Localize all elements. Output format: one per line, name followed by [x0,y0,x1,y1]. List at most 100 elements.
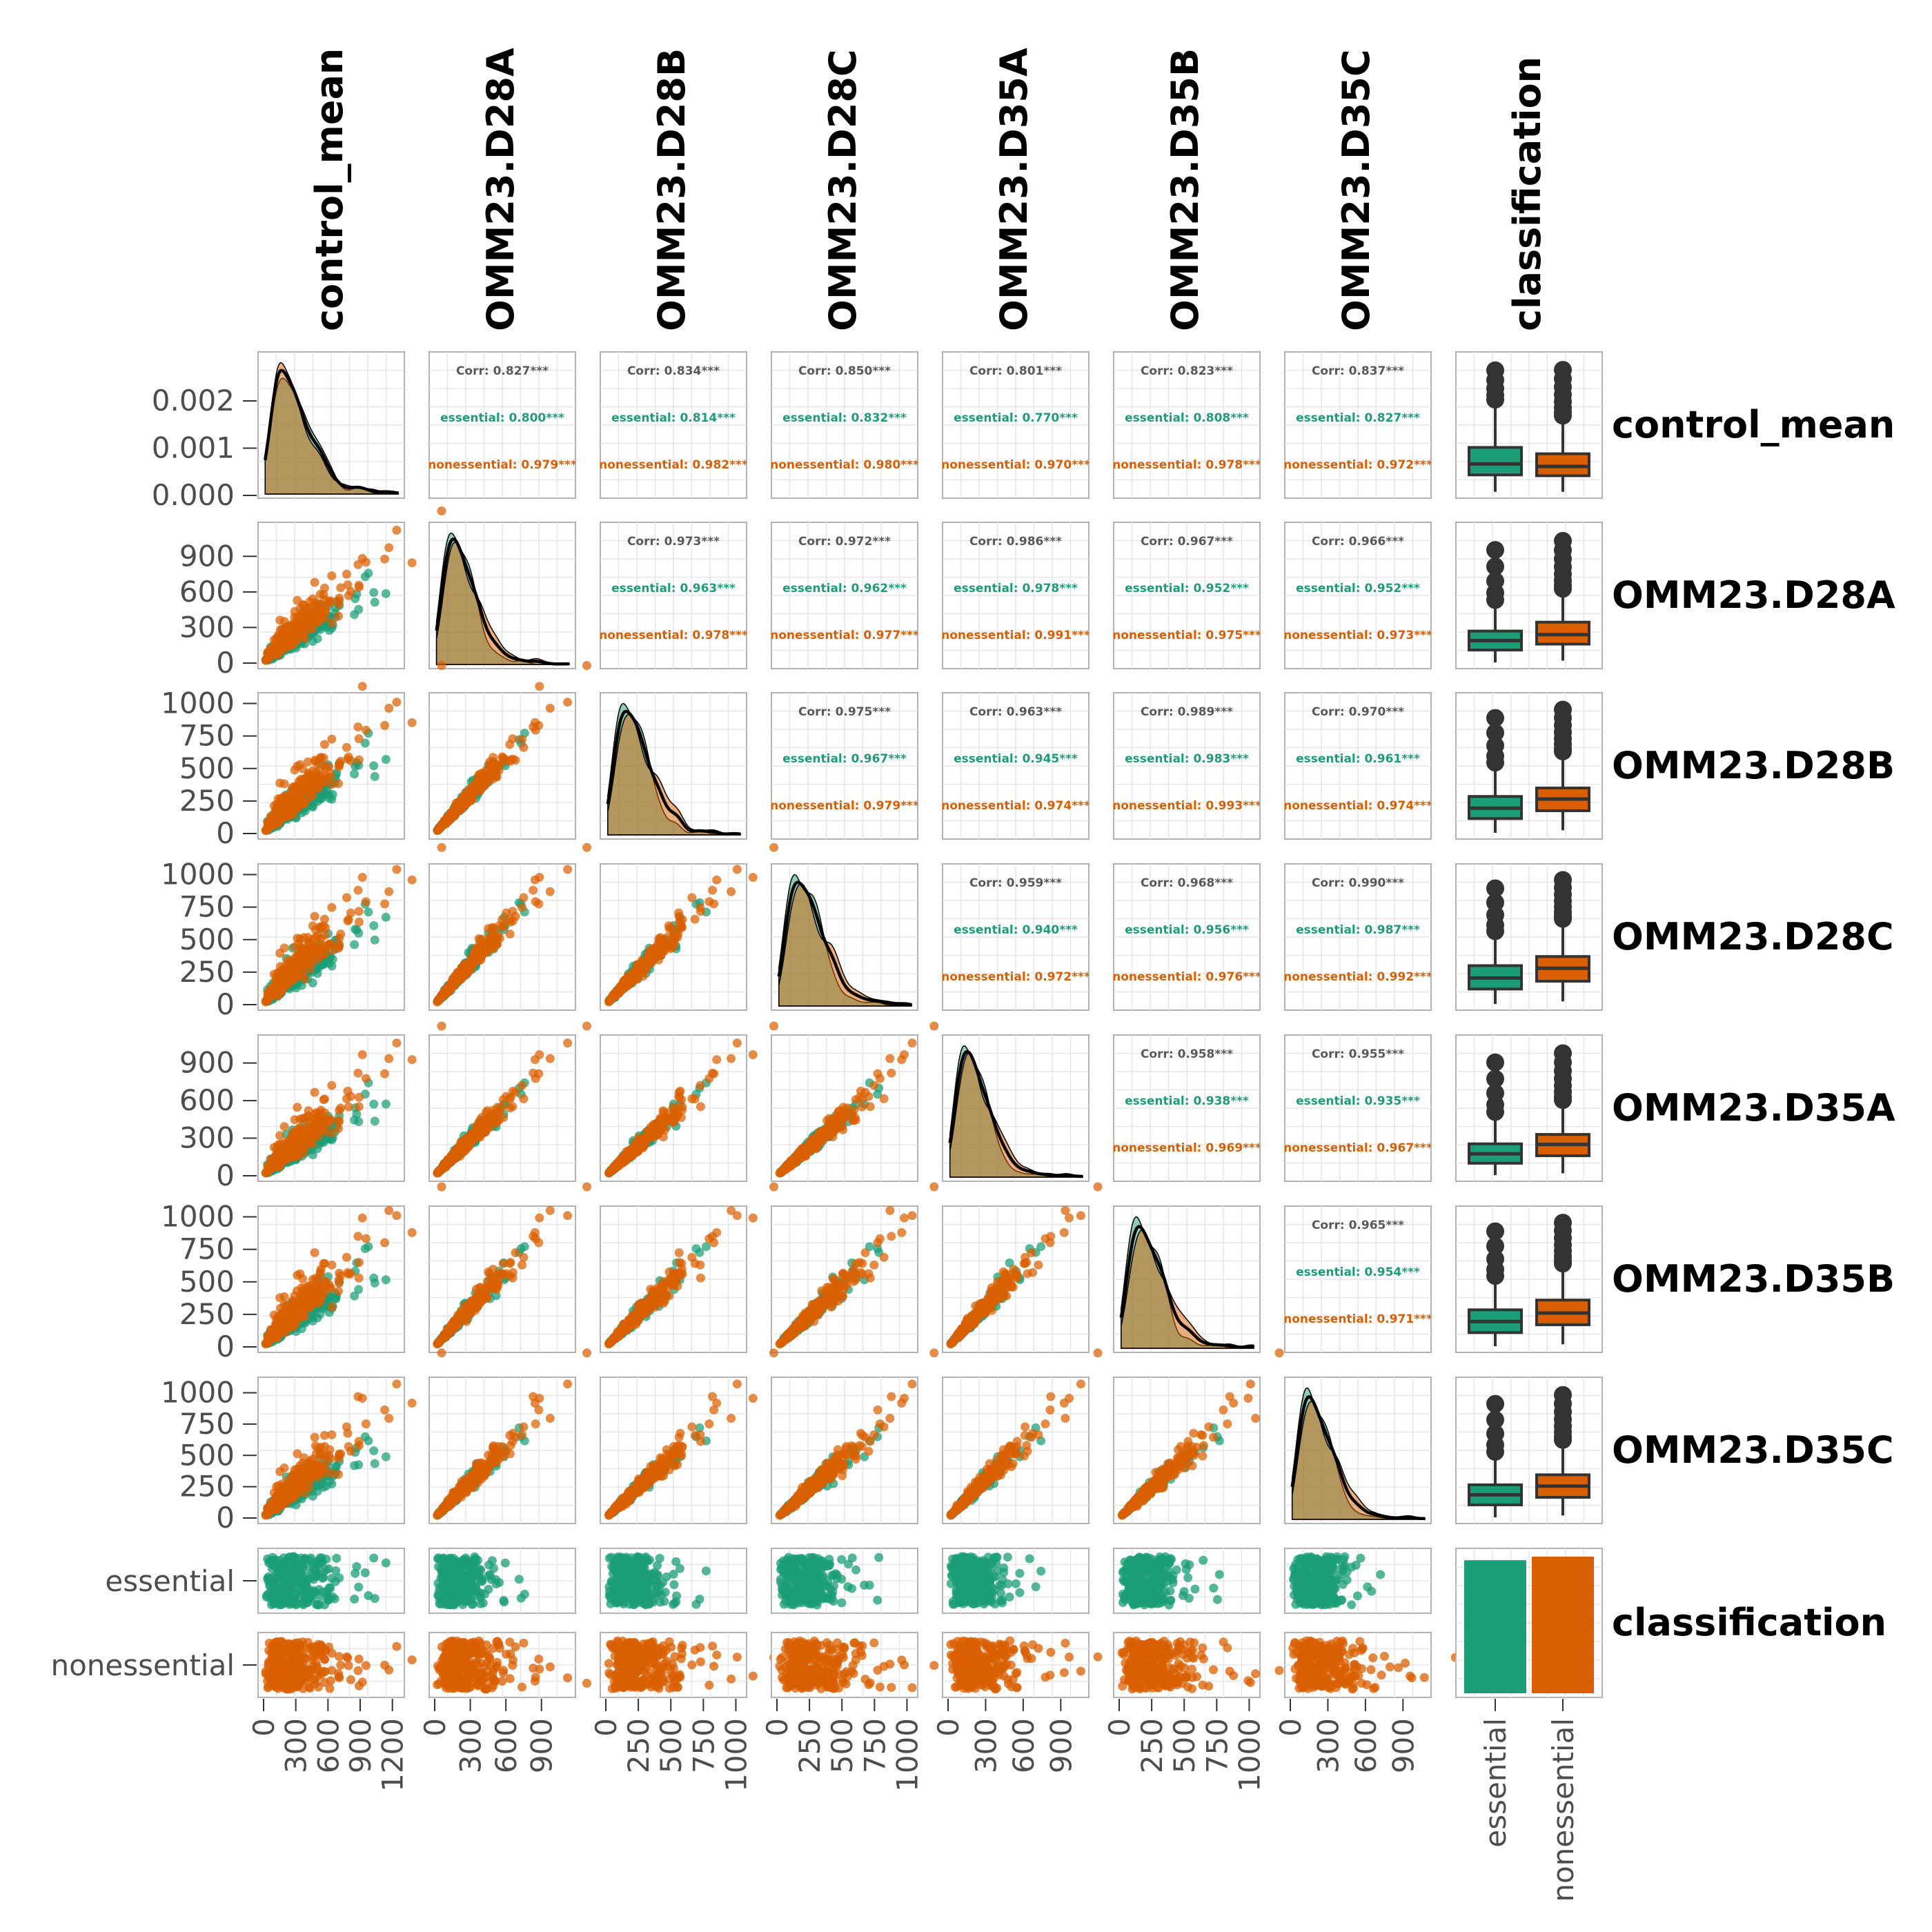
scatter-point [474,770,484,780]
box-outlier [1486,709,1504,727]
corr-label: nonessential: 0.976*** [1112,970,1261,984]
scatter-point [709,899,719,909]
correlation-panel: Corr: 0.963***essential: 0.945***nonesse… [942,692,1090,840]
scatter-point [384,543,394,553]
scatter-point [342,893,351,903]
scatter-point [288,1146,297,1156]
scatter-point [360,738,370,748]
scatter-point [380,1069,389,1078]
scatter-point [357,873,367,882]
scatter-point [321,941,331,951]
corr-label: essential: 0.952*** [1296,582,1420,595]
scatter-point [474,946,484,956]
scatter-point [384,703,394,713]
scatter-point [381,589,391,598]
box-body [1468,446,1523,477]
scatter-point [343,580,353,590]
scatter-point [353,722,363,731]
scatter-point [369,921,379,930]
scatter-point [630,968,640,978]
correlation-labels: Corr: 0.973***essential: 0.963***nonesse… [599,535,748,642]
correlation-panel: Corr: 0.967***essential: 0.952***nonesse… [1112,522,1261,669]
corr-label: Corr: 0.973*** [627,535,720,549]
correlation-labels: Corr: 0.966***essential: 0.952***nonesse… [1285,535,1431,642]
corr-label: essential: 0.808*** [1125,411,1249,425]
box-outlier [1486,361,1504,379]
scatter-point [696,903,705,912]
correlation-panel: Corr: 0.972***essential: 0.962***nonesse… [770,522,919,669]
scatter-point [279,943,289,953]
corr-label: nonessential: 0.980*** [770,458,919,472]
corr-label: Corr: 0.966*** [1312,535,1404,549]
scatter-point [674,911,684,921]
corr-label: Corr: 0.989*** [1141,705,1233,719]
scatter-point [727,887,736,896]
scatter-point [582,1021,591,1031]
scatter-point [308,624,317,633]
scatter-point [310,911,319,921]
scatter-point [336,583,346,593]
scatter-point [668,943,678,952]
scatter-point [327,734,337,744]
scatter-point [342,742,351,752]
corr-label: nonessential: 0.975*** [1112,629,1261,642]
corr-label: Corr: 0.968*** [1141,876,1233,890]
scatter-point [354,928,364,938]
scatter-point [499,922,509,931]
correlation-panel: Corr: 0.975***essential: 0.967***nonesse… [770,692,919,840]
corr-label: nonessential: 0.974*** [1283,799,1432,813]
corr-label: Corr: 0.975*** [798,705,891,719]
scatter-point [370,771,379,781]
scatter-point [380,899,389,909]
column-label: control_mean [308,48,351,331]
scatter-point [354,1117,364,1126]
scatter-panel [428,842,591,1011]
scatter-point [354,755,364,765]
row-label: OMM23.D28A [1612,573,1895,617]
scatter-point [748,873,758,882]
scatter-point [315,589,325,599]
scatter-point [354,1102,364,1112]
corr-label: Corr: 0.990*** [1312,876,1404,890]
scatter-point [364,569,373,578]
correlation-labels: Corr: 0.967***essential: 0.952***nonesse… [1112,535,1261,642]
scatter-point [344,591,353,600]
scatter-point [369,588,379,598]
scatter-point [459,791,469,801]
scatter-point [437,1021,446,1031]
column-label: OMM23.D28B [650,48,693,331]
row-label: classification [1612,1601,1886,1644]
column-label: OMM23.D35A [992,48,1036,331]
scatter-point [334,600,344,609]
scatter-point [582,842,591,852]
scatter-point [315,765,325,775]
corr-label: nonessential: 0.979*** [770,799,919,813]
row-label: OMM23.D35C [1612,1428,1894,1472]
scatter-point [310,1087,319,1097]
corr-label: nonessential: 0.977*** [770,629,919,642]
correlation-labels: Corr: 0.986***essential: 0.978***nonesse… [943,535,1089,642]
scatter-point [308,1139,317,1149]
scatter-point [448,979,458,989]
corr-label: nonessential: 0.978*** [599,629,748,642]
corr-label: essential: 0.983*** [1125,752,1249,766]
scatter-point [654,955,663,965]
scatter-point [407,558,417,568]
corr-label: Corr: 0.967*** [1141,535,1233,549]
row-label: OMM23.D28C [1612,915,1894,958]
corr-label: Corr: 0.801*** [969,364,1062,378]
scatter-point [279,979,288,989]
scatter-point [342,1094,351,1103]
scatter-point [664,924,674,934]
corr-label: Corr: 0.970*** [1312,705,1404,719]
scatter-point [279,617,289,627]
scatter-point [622,979,631,989]
correlation-panel: Corr: 0.990***essential: 0.987***nonesse… [1284,863,1432,1011]
corr-label: nonessential: 0.972*** [941,970,1090,984]
scatter-point [279,779,289,789]
correlation-labels: Corr: 0.837***essential: 0.827***nonesse… [1285,364,1431,472]
corr-label: essential: 0.987*** [1296,923,1420,937]
scatter-point [687,893,697,903]
boxplot-panel [1455,692,1603,840]
scatter-point [582,661,591,670]
